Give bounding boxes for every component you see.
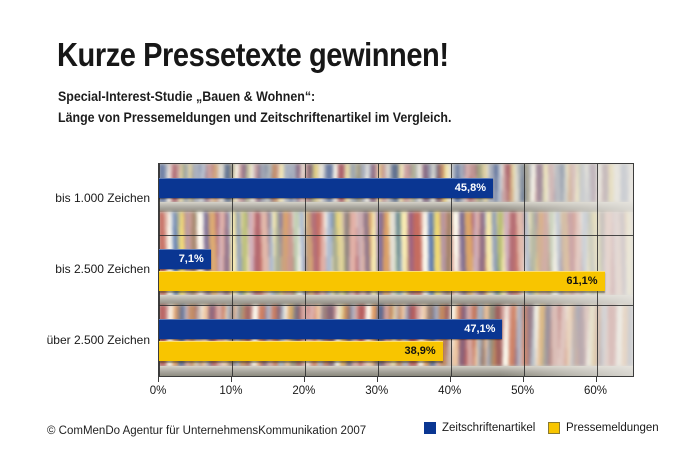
category-label: bis 1.000 Zeichen xyxy=(55,191,150,206)
x-axis-tick xyxy=(158,376,159,382)
x-axis-tick-label: 60% xyxy=(584,385,608,397)
legend-item-zeitschriftenartikel: Zeitschriftenartikel xyxy=(424,422,535,434)
gridline-50% xyxy=(523,164,525,376)
x-axis-tick-label: 0% xyxy=(149,385,167,397)
copyright-notice: © ComMenDo Agentur für UnternehmensKommu… xyxy=(47,425,367,437)
gridline-10% xyxy=(231,164,233,376)
x-axis-tick-label: 10% xyxy=(219,385,243,397)
category-label: über 2.500 Zeichen xyxy=(46,332,150,347)
page-title: Kurze Pressetexte gewinnen! xyxy=(57,36,449,73)
legend-item-pressemeldungen: Pressemeldungen xyxy=(548,422,659,434)
legend-label: Pressemeldungen xyxy=(566,422,659,434)
band-separator xyxy=(159,305,633,307)
x-axis-tick xyxy=(303,376,305,382)
bar-Zeitschriftenartikel-bis 2.500 Zeichen: 7,1% xyxy=(159,248,211,269)
x-axis-tick-label: 50% xyxy=(511,385,535,397)
gridline-0% xyxy=(159,164,160,376)
subtitle-line-1: Special-Interest-Studie „Bauen & Wohnen“… xyxy=(58,89,316,104)
gridline-20% xyxy=(304,164,306,376)
subtitle-line-2: Länge von Pressemeldungen und Zeitschrif… xyxy=(58,110,452,125)
gridline-40% xyxy=(450,164,452,376)
x-axis-tick-label: 30% xyxy=(365,385,389,397)
x-axis-tick-label: 40% xyxy=(438,385,462,397)
x-axis-tick-label: 20% xyxy=(292,385,316,397)
gridline-60% xyxy=(596,164,598,376)
x-axis-tick xyxy=(230,376,232,382)
x-axis-tick xyxy=(449,376,451,382)
legend-swatch-yellow xyxy=(548,422,560,434)
x-axis-tick xyxy=(595,376,597,382)
bar-value-label: 38,9% xyxy=(404,345,436,358)
x-axis-tick xyxy=(376,376,378,382)
bar-Zeitschriftenartikel-bis 1.000 Zeichen: 45,8% xyxy=(159,178,493,198)
chart-subtitle: Special-Interest-Studie „Bauen & Wohnen“… xyxy=(58,86,451,128)
bar-Zeitschriftenartikel-über 2.500 Zeichen: 47,1% xyxy=(159,319,503,340)
bar-value-label: 61,1% xyxy=(566,274,598,287)
bar-Pressemeldungen-über 2.500 Zeichen: 38,9% xyxy=(159,341,443,362)
x-axis-tick xyxy=(522,376,524,382)
band-separator xyxy=(159,234,633,236)
bar-value-label: 45,8% xyxy=(454,182,486,194)
photo-fade-overlay xyxy=(159,164,633,376)
bar-value-label: 47,1% xyxy=(464,323,496,336)
legend-swatch-blue xyxy=(424,422,436,434)
legend-label: Zeitschriftenartikel xyxy=(442,422,536,434)
bar-Pressemeldungen-bis 2.500 Zeichen: 61,1% xyxy=(159,270,605,291)
category-label: bis 2.500 Zeichen xyxy=(55,262,150,276)
gridline-30% xyxy=(377,164,379,376)
x-axis: 0% 10% 20% 30% 40% 50% 60% xyxy=(150,376,633,406)
plot-area: 45,8% 7,1% 61,1% 47,1% 38,9% xyxy=(158,163,634,377)
bar-value-label: 7,1% xyxy=(178,252,204,265)
